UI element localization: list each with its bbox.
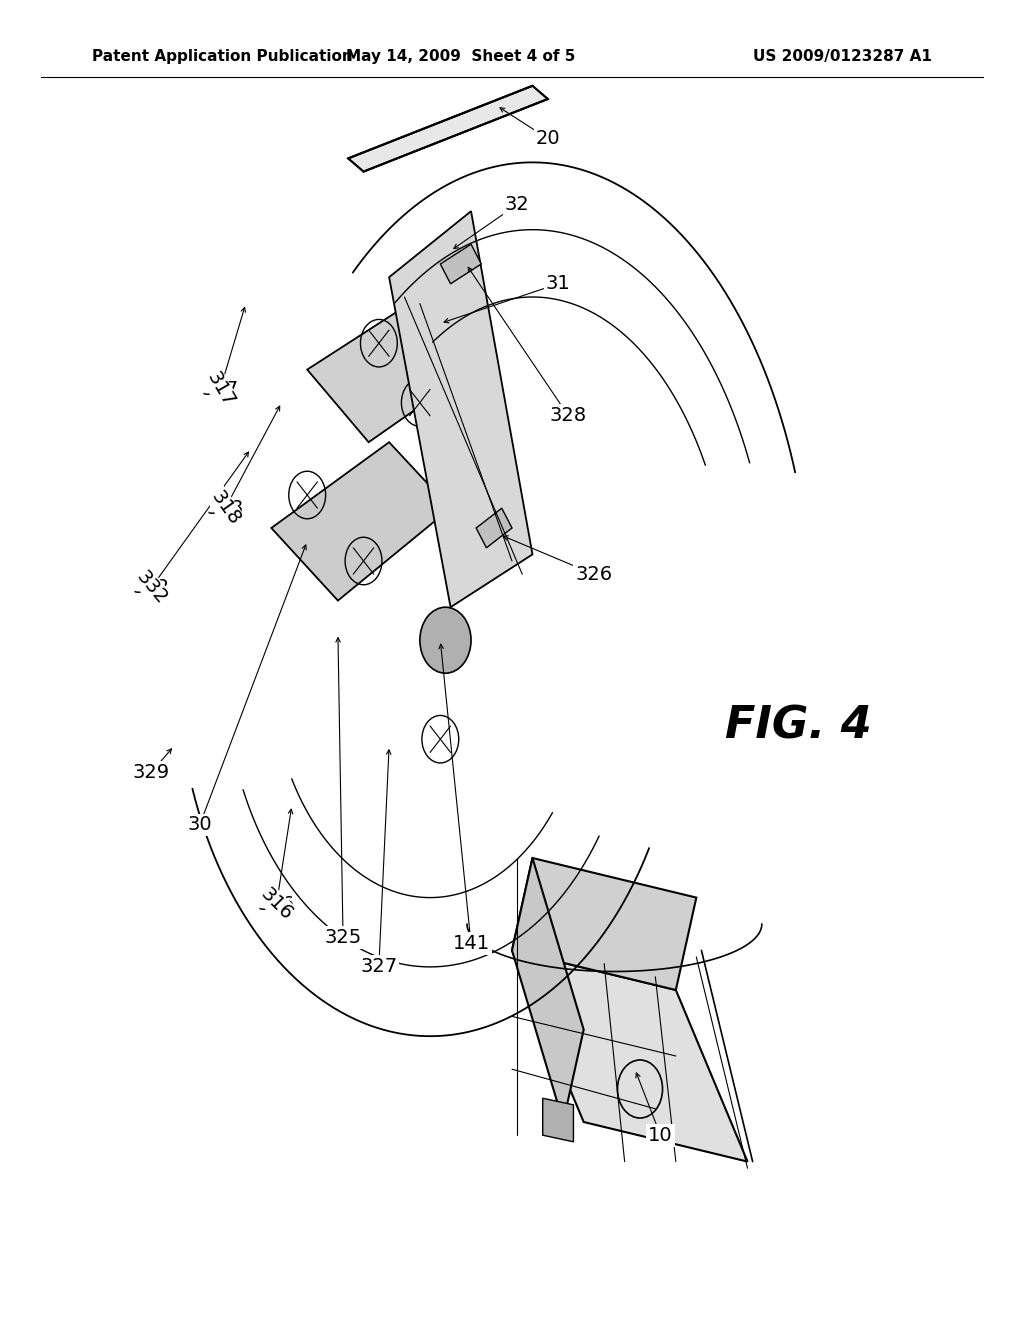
Text: 327: 327 bbox=[360, 957, 397, 975]
Text: FIG. 4: FIG. 4 bbox=[725, 705, 872, 747]
Text: 30: 30 bbox=[187, 816, 212, 834]
Text: 325: 325 bbox=[325, 928, 361, 946]
Text: 316: 316 bbox=[258, 895, 295, 913]
Text: 31: 31 bbox=[546, 275, 570, 293]
Text: 326: 326 bbox=[575, 565, 612, 583]
Text: 20: 20 bbox=[536, 129, 560, 148]
Text: 141: 141 bbox=[453, 935, 489, 953]
Text: 332: 332 bbox=[133, 578, 170, 597]
Circle shape bbox=[420, 607, 471, 673]
Text: 20: 20 bbox=[536, 129, 560, 148]
Text: 317: 317 bbox=[202, 380, 239, 399]
Text: 328: 328 bbox=[550, 407, 587, 425]
Polygon shape bbox=[512, 858, 696, 990]
Polygon shape bbox=[512, 950, 748, 1162]
Polygon shape bbox=[440, 244, 481, 284]
Polygon shape bbox=[271, 442, 451, 601]
Text: 10: 10 bbox=[648, 1126, 673, 1144]
Text: 141: 141 bbox=[453, 935, 489, 953]
Text: 328: 328 bbox=[550, 407, 587, 425]
Text: 31: 31 bbox=[546, 275, 570, 293]
Text: 32: 32 bbox=[505, 195, 529, 214]
Text: 10: 10 bbox=[648, 1126, 673, 1144]
Polygon shape bbox=[389, 211, 532, 607]
Text: 318: 318 bbox=[207, 487, 244, 529]
Polygon shape bbox=[543, 1098, 573, 1142]
Text: 329: 329 bbox=[133, 763, 170, 781]
Text: 30: 30 bbox=[187, 816, 212, 834]
Text: US 2009/0123287 A1: US 2009/0123287 A1 bbox=[753, 49, 932, 65]
Text: Patent Application Publication: Patent Application Publication bbox=[92, 49, 353, 65]
Text: 327: 327 bbox=[360, 957, 397, 975]
Text: 316: 316 bbox=[257, 884, 296, 924]
Text: 332: 332 bbox=[132, 568, 171, 607]
Text: 326: 326 bbox=[575, 565, 612, 583]
Polygon shape bbox=[476, 508, 512, 548]
Text: 318: 318 bbox=[207, 499, 244, 517]
Text: May 14, 2009  Sheet 4 of 5: May 14, 2009 Sheet 4 of 5 bbox=[346, 49, 575, 65]
Text: 317: 317 bbox=[203, 368, 238, 411]
Text: 329: 329 bbox=[133, 763, 170, 781]
Polygon shape bbox=[307, 290, 492, 442]
Text: 32: 32 bbox=[505, 195, 529, 214]
Polygon shape bbox=[348, 86, 548, 172]
Polygon shape bbox=[512, 858, 584, 1122]
Text: 325: 325 bbox=[325, 928, 361, 946]
